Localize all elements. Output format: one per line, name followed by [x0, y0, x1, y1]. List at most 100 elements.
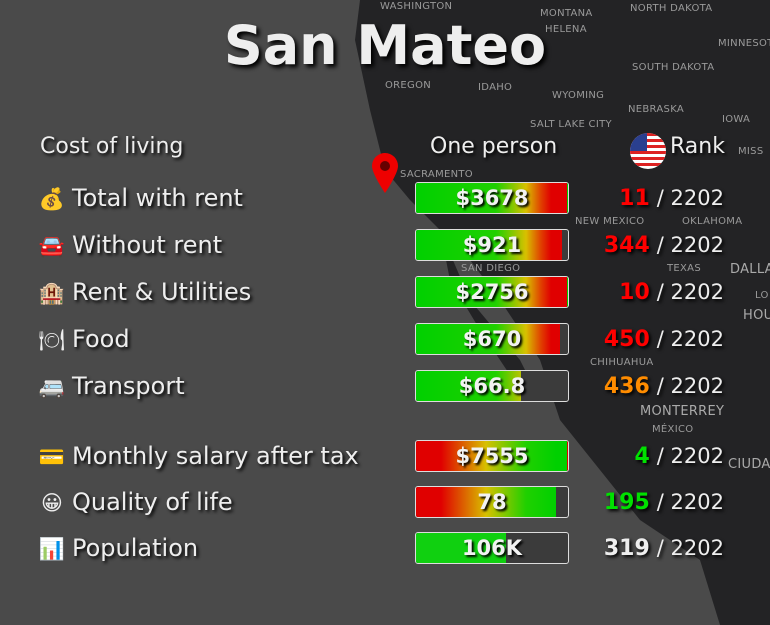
- rank-total: / 2202: [656, 490, 724, 514]
- land-mass: [355, 0, 770, 625]
- bar-value: $670: [462, 327, 522, 351]
- rank-total: / 2202: [656, 280, 724, 304]
- metric-row: 😀 Quality of life 78 195 / 2202: [0, 486, 770, 520]
- map-label: NEW MEXICO: [575, 216, 645, 227]
- map-label: WASHINGTON: [380, 1, 453, 12]
- bar-fill: [416, 441, 568, 471]
- map-label: IDAHO: [478, 82, 513, 93]
- bar-value: $66.8: [458, 374, 526, 398]
- rank-number: 4: [634, 444, 650, 469]
- metric-row: 🚐 Transport $66.8 436 / 2202: [0, 370, 770, 404]
- map-label: MÉXICO: [652, 424, 694, 435]
- money-bag-icon: 💰: [38, 187, 66, 211]
- map-label: HELENA: [545, 24, 587, 35]
- rank-total: / 2202: [656, 536, 724, 560]
- column-heading: One person: [430, 134, 558, 159]
- rank-total: / 2202: [656, 374, 724, 398]
- map-label: CHIHUAHUA: [590, 357, 654, 368]
- map-label: NORTH DAKOTA: [630, 3, 713, 14]
- plate-icon: 🍽: [38, 328, 66, 352]
- bar-fill: [416, 230, 562, 260]
- rank: 436 / 2202: [604, 370, 724, 403]
- metric-label: Transport: [72, 372, 185, 400]
- section-heading: Cost of living: [40, 134, 184, 159]
- us-flag-icon: [630, 133, 666, 169]
- hotel-icon: 🏨: [38, 281, 66, 305]
- bar-value: 106K: [461, 536, 523, 560]
- value-bar: 106K: [415, 532, 569, 564]
- rank: 195 / 2202: [604, 486, 724, 519]
- baja-peninsula: [440, 230, 540, 400]
- map-label: SOUTH DAKOTA: [632, 62, 715, 73]
- map-label: SALT LAKE CITY: [530, 119, 612, 130]
- rank-total: / 2202: [656, 444, 724, 468]
- map-label: SACRAMENTO: [400, 169, 473, 180]
- metric-row: 💰 Total with rent $3678 11 / 2202: [0, 182, 770, 216]
- metric-label: Monthly salary after tax: [72, 442, 359, 470]
- rank-number: 195: [603, 490, 650, 515]
- rank: 11 / 2202: [619, 182, 724, 215]
- rank-heading: Rank: [670, 134, 725, 159]
- map-label: OREGON: [385, 80, 432, 91]
- metric-row: 🏨 Rent & Utilities $2756 10 / 2202: [0, 276, 770, 310]
- minibus-icon: 🚐: [38, 375, 66, 399]
- value-bar: $2756: [415, 276, 569, 308]
- rank-number: 319: [603, 536, 650, 561]
- map-label: CIUDAD DE: [728, 457, 770, 472]
- metric-row: 💳 Monthly salary after tax $7555 4 / 220…: [0, 440, 770, 474]
- value-bar: 78: [415, 486, 569, 518]
- bar-fill: [416, 487, 556, 517]
- rank-number: 344: [603, 233, 650, 258]
- car-icon: 🚘: [38, 234, 66, 258]
- metric-label: Without rent: [72, 231, 223, 259]
- map-label: TEXAS: [667, 263, 701, 274]
- metric-label: Total with rent: [72, 184, 243, 212]
- page-title: San Mateo: [223, 14, 547, 77]
- map-pin-icon: [372, 153, 398, 193]
- map-label: WYOMING: [552, 90, 605, 101]
- metric-row: 🚘 Without rent $921 344 / 2202: [0, 229, 770, 263]
- metric-row: 🍽 Food $670 450 / 2202: [0, 323, 770, 357]
- map-label: MISS: [738, 146, 764, 157]
- bar-value: $921: [462, 233, 522, 257]
- bar-value: 78: [477, 490, 507, 514]
- credit-card-icon: 💳: [38, 445, 66, 469]
- value-bar: $3678: [415, 182, 569, 214]
- map-label: HOU: [743, 308, 770, 323]
- map-label: DALLAS: [730, 262, 770, 277]
- map-label: OKLAHOMA: [682, 216, 743, 227]
- smiley-icon: 😀: [41, 491, 63, 515]
- bar-fill: [416, 533, 506, 563]
- value-bar: $921: [415, 229, 569, 261]
- rank: 344 / 2202: [604, 229, 724, 262]
- rank: 4 / 2202: [634, 440, 724, 473]
- rank-total: / 2202: [656, 327, 724, 351]
- rank-number: 11: [619, 186, 650, 211]
- map-label: MONTERREY: [640, 404, 725, 419]
- map-label: MINNESOTA: [718, 38, 770, 49]
- metric-label: Population: [72, 534, 199, 562]
- rank-number: 436: [603, 374, 650, 399]
- bar-fill: [416, 277, 568, 307]
- map-label: NEBRASKA: [628, 104, 685, 115]
- metric-label: Quality of life: [72, 488, 233, 516]
- bar-fill: [416, 183, 568, 213]
- rank-total: / 2202: [656, 186, 724, 210]
- bar-value: $7555: [455, 444, 529, 468]
- bar-fill: [416, 371, 521, 401]
- bar-value: $2756: [455, 280, 529, 304]
- city-chart-icon: 📊: [38, 537, 66, 561]
- map-label: LO: [755, 290, 769, 301]
- metric-label: Rent & Utilities: [72, 278, 252, 306]
- metric-row: 📊 Population 106K 319 / 2202: [0, 532, 770, 566]
- rank: 319 / 2202: [604, 532, 724, 565]
- rank: 450 / 2202: [604, 323, 724, 356]
- bar-value: $3678: [455, 186, 529, 210]
- value-bar: $7555: [415, 440, 569, 472]
- map-label: MONTANA: [540, 8, 593, 19]
- rank-number: 10: [619, 280, 650, 305]
- metric-label: Food: [72, 325, 130, 353]
- bar-fill: [416, 324, 561, 354]
- value-bar: $66.8: [415, 370, 569, 402]
